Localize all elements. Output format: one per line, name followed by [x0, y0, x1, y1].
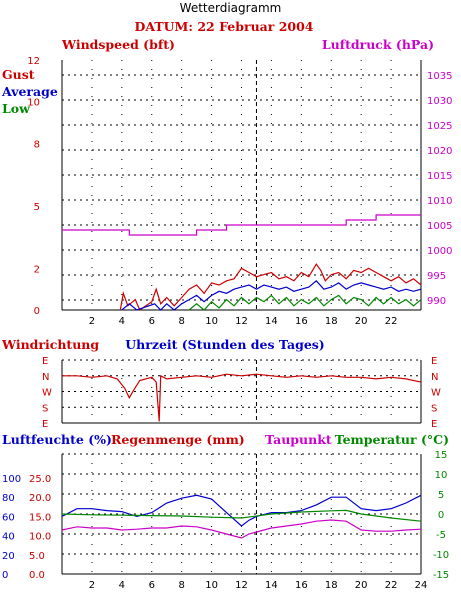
- direction-tick-right: S: [431, 403, 437, 414]
- chart-title: Wetterdiagramm: [180, 1, 282, 15]
- x-tick-label: 14: [265, 316, 278, 327]
- temperature-tick-label: 5: [438, 490, 444, 501]
- temperature-tick-label: -5: [436, 530, 446, 541]
- x-tick-label: 8: [178, 580, 184, 591]
- pressure-tick-label: 1015: [427, 171, 452, 182]
- x-tick-label: 18: [325, 316, 338, 327]
- series-temperatur: [61, 509, 422, 522]
- x-tick-label: 10: [205, 580, 218, 591]
- windspeed-tick-label: 5: [34, 202, 40, 213]
- pressure-tick-label: 1035: [427, 71, 452, 82]
- pressure-tick-label: 1005: [427, 221, 452, 232]
- rain-tick-label: 25.0: [29, 474, 51, 485]
- wind-direction-panel: E EN NW WS SE E: [42, 356, 441, 430]
- windspeed-tick-label: 8: [34, 139, 40, 150]
- rain-tick-label: 20.0: [29, 493, 51, 504]
- temperature-tick-label: -10: [433, 550, 449, 561]
- x-tick-label: 20: [355, 580, 368, 591]
- x-tick-label: 10: [205, 316, 218, 327]
- humidity-tick-label: 20: [2, 551, 15, 562]
- series-low: [188, 294, 422, 311]
- series-luftfeuchte: [61, 494, 422, 527]
- humidity-tick-label: 100: [2, 474, 21, 485]
- legend-low: Low: [2, 101, 31, 116]
- windspeed-tick-label: 0: [34, 306, 40, 317]
- legend-gust: Gust: [2, 67, 35, 82]
- humidity-tick-label: 60: [2, 512, 15, 523]
- direction-tick-right: N: [431, 372, 438, 383]
- x-tick-label: 20: [355, 316, 368, 327]
- wind-pressure-panel: 9909951000100510101015102010251030103502…: [27, 56, 452, 327]
- temperatur-label: Temperatur (°C): [335, 432, 449, 447]
- windspeed-tick-label: 10: [27, 98, 40, 109]
- humidity-tick-label: 80: [2, 493, 15, 504]
- x-tick-label: 22: [385, 316, 398, 327]
- rain-tick-label: 0.0: [29, 570, 45, 581]
- series-windrichtung: [62, 373, 422, 422]
- windspeed-axis-label: Windspeed (bft): [61, 37, 175, 52]
- taupunkt-label: Taupunkt: [265, 432, 332, 447]
- x-tick-label: 2: [89, 316, 95, 327]
- x-tick-label: 12: [235, 580, 248, 591]
- temperature-tick-label: 0: [438, 510, 444, 521]
- temperature-tick-label: -15: [433, 570, 449, 581]
- luftfeuchte-label: Luftfeuchte (%): [2, 432, 112, 447]
- humidity-temperature-panel: -15 -10 -5 0 5 10 15 0 20 40 60 80 100 0.0 5.0 10.0 15.0…: [2, 450, 449, 591]
- x-tick-label: 14: [265, 580, 278, 591]
- x-tick-label: 6: [149, 580, 155, 591]
- rain-tick-label: 5.0: [29, 551, 45, 562]
- series-luftdruck: [62, 214, 421, 236]
- humidity-tick-label: 0: [2, 570, 8, 581]
- x-tick-label: 4: [119, 580, 125, 591]
- x-tick-label: 6: [149, 316, 155, 327]
- direction-tick-right: W: [431, 388, 441, 399]
- series-average: [121, 279, 422, 311]
- x-tick-label: 24: [415, 580, 428, 591]
- pressure-tick-label: 990: [427, 296, 446, 307]
- x-tick-label: 16: [295, 580, 308, 591]
- legend-average: Average: [1, 84, 58, 99]
- pressure-tick-label: 1030: [427, 96, 452, 107]
- pressure-tick-label: 1010: [427, 196, 452, 207]
- luftdruck-axis-label: Luftdruck (hPa): [322, 37, 434, 52]
- x-tick-label: 16: [295, 316, 308, 327]
- rain-tick-label: 15.0: [29, 512, 51, 523]
- pressure-tick-label: 1000: [427, 246, 452, 257]
- series-taupunkt: [61, 519, 422, 539]
- direction-tick-right: E: [431, 419, 437, 430]
- direction-tick-left: S: [42, 403, 48, 414]
- series-gust: [119, 263, 422, 311]
- x-tick-label: 22: [385, 580, 398, 591]
- direction-tick-left: E: [42, 356, 48, 367]
- temperature-tick-label: 15: [435, 450, 448, 461]
- pressure-tick-label: 1025: [427, 121, 452, 132]
- pressure-tick-label: 1020: [427, 146, 452, 157]
- x-tick-label: 4: [119, 316, 125, 327]
- windspeed-tick-label: 2: [34, 264, 40, 275]
- direction-tick-left: W: [42, 388, 52, 399]
- direction-tick-left: E: [42, 419, 48, 430]
- x-tick-label: 12: [235, 316, 248, 327]
- windspeed-tick-label: 12: [27, 56, 40, 67]
- regenmenge-label: Regenmenge (mm): [111, 432, 245, 447]
- humidity-tick-label: 40: [2, 532, 15, 543]
- pressure-tick-label: 995: [427, 271, 446, 282]
- direction-tick-left: N: [42, 372, 49, 383]
- rain-tick-label: 10.0: [29, 532, 51, 543]
- chart-date: DATUM: 22 Februar 2004: [135, 19, 314, 34]
- windrichtung-label: Windrichtung: [1, 337, 99, 352]
- x-tick-label: 8: [178, 316, 184, 327]
- direction-tick-right: E: [431, 356, 437, 367]
- x-tick-label: 18: [325, 580, 338, 591]
- temperature-tick-label: 10: [435, 470, 448, 481]
- x-tick-label: 2: [89, 580, 95, 591]
- uhrzeit-label: Uhrzeit (Stunden des Tages): [125, 337, 324, 352]
